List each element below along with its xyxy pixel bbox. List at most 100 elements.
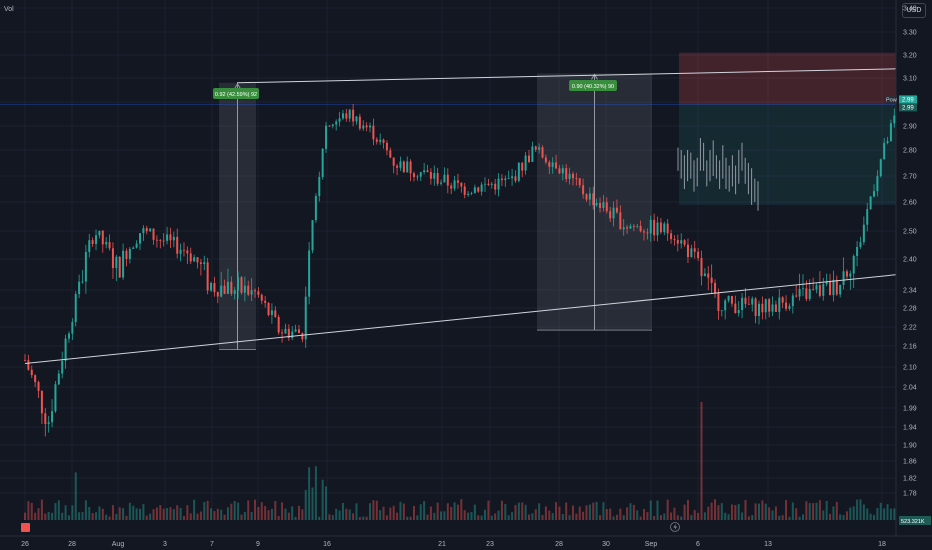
candle xyxy=(250,290,253,295)
volume-bar xyxy=(291,506,294,520)
candle xyxy=(446,174,449,186)
volume-bar xyxy=(385,515,388,520)
candle xyxy=(111,248,114,269)
volume-bar xyxy=(646,512,649,520)
volume-bar xyxy=(250,512,253,520)
volume-bar xyxy=(186,505,189,520)
volume-bar xyxy=(125,515,128,520)
volume-bar xyxy=(230,503,233,520)
candle xyxy=(832,279,835,296)
candle xyxy=(210,282,213,291)
volume-bar xyxy=(210,508,213,520)
x-tick-label: 30 xyxy=(602,541,610,548)
volume-bar xyxy=(91,513,94,520)
volume-bar xyxy=(308,467,311,520)
volume-bar xyxy=(71,505,74,520)
volume-bar xyxy=(443,511,446,520)
candle xyxy=(527,155,530,162)
volume-bar xyxy=(490,515,493,520)
candle xyxy=(741,297,744,311)
volume-bar xyxy=(101,508,104,520)
volume-bar xyxy=(602,502,605,520)
volume-bar xyxy=(507,515,510,520)
volume-bar xyxy=(426,514,429,520)
volume-bar xyxy=(839,514,842,520)
candle xyxy=(436,173,439,184)
volume-bar xyxy=(358,516,361,520)
candle xyxy=(852,255,855,274)
candle xyxy=(399,161,402,168)
volume-bar xyxy=(555,502,558,520)
candle xyxy=(139,233,142,244)
candle xyxy=(352,109,355,122)
volume-bar xyxy=(741,512,744,520)
lightning-icon xyxy=(670,522,680,532)
candle xyxy=(149,228,152,232)
candle xyxy=(247,285,250,295)
volume-bar xyxy=(382,506,385,520)
measure-badge-label: 0.90 (40.32%) 90 xyxy=(572,84,614,90)
candle xyxy=(267,302,270,315)
volume-bar xyxy=(355,503,358,520)
candle xyxy=(666,223,669,234)
volume-bar xyxy=(517,502,520,520)
volume-bar xyxy=(264,506,267,520)
volume-bar xyxy=(829,513,832,520)
volume-bar xyxy=(301,509,304,520)
candle xyxy=(206,262,209,291)
volume-bar xyxy=(243,512,246,520)
volume-bar xyxy=(294,516,297,520)
candle xyxy=(301,333,304,340)
volume-bar xyxy=(595,501,598,520)
candle xyxy=(155,239,158,241)
volume-bar xyxy=(690,515,693,520)
volume-bar xyxy=(81,512,84,520)
volume-bar xyxy=(331,515,334,520)
volume-bar xyxy=(605,508,608,520)
volume-bar xyxy=(578,506,581,520)
candle xyxy=(808,288,811,299)
candle xyxy=(477,187,480,192)
volume-bar xyxy=(889,508,892,520)
y-tick-label: 2.10 xyxy=(903,365,917,372)
candle xyxy=(372,125,375,140)
candle xyxy=(382,139,385,143)
candle xyxy=(717,293,720,311)
candle xyxy=(44,413,47,425)
volume-bar xyxy=(500,500,503,520)
candle xyxy=(179,249,182,254)
candle xyxy=(54,384,57,412)
volume-bar xyxy=(304,489,307,520)
volume-bar xyxy=(345,508,348,520)
candle xyxy=(287,328,290,339)
volume-bar xyxy=(145,515,148,520)
volume-bar xyxy=(585,505,588,520)
candle xyxy=(51,411,54,423)
y-tick-label: 3.30 xyxy=(903,30,917,37)
volume-bar xyxy=(237,502,240,520)
y-tick-label: 2.50 xyxy=(903,229,917,236)
volume-bar xyxy=(399,501,402,520)
volume-bar xyxy=(429,506,432,520)
candle xyxy=(707,273,710,278)
vol-label: Vol xyxy=(4,6,14,13)
candle xyxy=(730,296,733,304)
volume-bar xyxy=(423,501,426,520)
volume-bar xyxy=(852,506,855,520)
candle xyxy=(453,180,456,189)
candle xyxy=(710,277,713,283)
candle xyxy=(693,248,696,252)
candle xyxy=(774,304,777,312)
candle xyxy=(128,248,131,259)
candle xyxy=(115,256,118,269)
volume-bar xyxy=(226,507,229,520)
candle xyxy=(186,250,189,254)
volume-bar xyxy=(477,515,480,520)
candle xyxy=(216,292,219,297)
currency-button[interactable]: USD xyxy=(902,3,926,18)
volume-bar xyxy=(832,506,835,520)
volume-bar xyxy=(446,503,449,520)
candle xyxy=(385,142,388,151)
candle xyxy=(632,226,635,227)
